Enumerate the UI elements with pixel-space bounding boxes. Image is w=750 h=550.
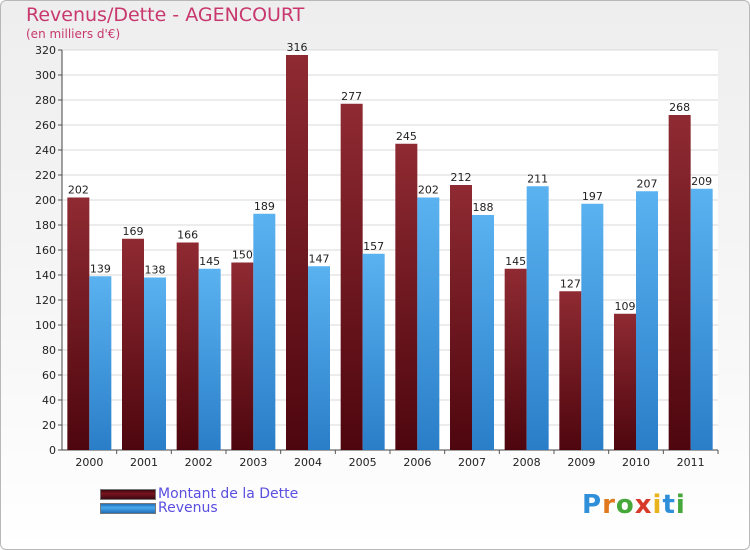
bar-debt — [668, 115, 691, 450]
y-tick-label: 180 — [35, 219, 56, 232]
y-tick-label: 80 — [42, 344, 56, 357]
bar-debt — [614, 313, 636, 450]
data-label-revenue: 209 — [691, 175, 712, 188]
data-label-debt: 109 — [615, 300, 636, 313]
data-label-revenue: 197 — [582, 190, 603, 203]
proxiti-logo: Proxiti — [582, 490, 686, 520]
bar-revenue — [198, 268, 221, 450]
x-tick-label: 2003 — [239, 456, 267, 469]
bar-debt — [559, 291, 582, 450]
y-tick-label: 100 — [35, 319, 56, 332]
data-label-debt: 245 — [396, 130, 417, 143]
data-label-debt: 166 — [177, 229, 198, 242]
bar-revenue — [472, 215, 494, 450]
data-label-revenue: 157 — [363, 240, 384, 253]
y-tick-label: 300 — [35, 69, 56, 82]
x-tick-label: 2009 — [567, 456, 595, 469]
bar-revenue — [581, 203, 604, 450]
data-label-revenue: 147 — [309, 252, 330, 265]
legend-label-debt: Montant de la Dette — [158, 486, 299, 502]
data-label-debt: 212 — [451, 171, 472, 184]
data-label-debt: 277 — [341, 90, 362, 103]
bar-debt — [67, 197, 90, 450]
bar-revenue — [89, 276, 112, 450]
bar-debt — [176, 242, 199, 450]
y-tick-label: 220 — [35, 169, 56, 182]
y-tick-label: 260 — [35, 119, 56, 132]
y-tick-label: 320 — [35, 44, 56, 57]
chart-title: Revenus/Dette - AGENCOURT — [26, 4, 305, 26]
data-label-revenue: 145 — [199, 255, 220, 268]
data-label-revenue: 188 — [473, 201, 494, 214]
legend-label-revenue: Revenus — [158, 500, 218, 516]
data-label-debt: 127 — [560, 277, 581, 290]
y-tick-label: 60 — [42, 369, 56, 382]
y-tick-label: 0 — [49, 444, 56, 457]
y-tick-label: 20 — [42, 419, 56, 432]
x-tick-label: 2007 — [458, 456, 486, 469]
x-tick-label: 2002 — [185, 456, 213, 469]
y-tick-label: 140 — [35, 269, 56, 282]
data-label-revenue: 211 — [527, 172, 548, 185]
logo-letter: t — [662, 490, 676, 520]
logo-letter: i — [675, 490, 686, 520]
legend-swatch-revenue — [100, 502, 156, 514]
logo-letter: r — [602, 490, 616, 520]
data-label-revenue: 189 — [254, 200, 275, 213]
data-label-revenue: 139 — [90, 262, 111, 275]
logo-letter: P — [582, 490, 603, 520]
x-tick-label: 2008 — [513, 456, 541, 469]
data-label-debt: 268 — [669, 101, 690, 114]
legend-item-debt: Montant de la Dette — [100, 486, 298, 502]
y-tick-label: 240 — [35, 144, 56, 157]
data-label-debt: 316 — [287, 41, 308, 54]
bar-debt — [450, 185, 472, 450]
data-label-debt: 145 — [505, 255, 526, 268]
bar-revenue — [526, 186, 549, 450]
x-tick-label: 2000 — [75, 456, 103, 469]
x-tick-label: 2005 — [349, 456, 377, 469]
logo-letter: x — [634, 490, 653, 520]
bar-revenue — [417, 197, 440, 450]
data-label-revenue: 202 — [418, 184, 439, 197]
bar-debt — [504, 268, 527, 450]
legend-item-revenue: Revenus — [100, 500, 218, 516]
x-tick-label: 2006 — [403, 456, 431, 469]
bar-revenue — [308, 266, 330, 450]
data-label-debt: 169 — [123, 225, 144, 238]
bar-revenue — [690, 188, 713, 450]
bar-debt — [286, 55, 308, 450]
bar-debt — [395, 143, 418, 450]
bar-revenue — [362, 253, 385, 450]
y-tick-label: 200 — [35, 194, 56, 207]
legend-swatch-debt — [100, 488, 156, 500]
data-label-debt: 202 — [68, 184, 89, 197]
x-tick-label: 2010 — [622, 456, 650, 469]
bar-revenue — [144, 277, 166, 450]
data-label-revenue: 207 — [637, 177, 658, 190]
x-tick-label: 2001 — [130, 456, 158, 469]
logo-letter: i — [652, 490, 663, 520]
chart-subtitle: (en milliers d'€) — [26, 27, 121, 41]
bar-debt — [231, 262, 254, 450]
bar-debt — [340, 103, 363, 450]
data-label-revenue: 138 — [145, 264, 166, 277]
x-tick-label: 2011 — [677, 456, 705, 469]
data-label-debt: 150 — [232, 249, 253, 262]
logo-letter: o — [615, 490, 635, 520]
bar-revenue — [253, 213, 276, 450]
y-tick-label: 160 — [35, 244, 56, 257]
bar-debt — [122, 238, 144, 450]
y-tick-label: 280 — [35, 94, 56, 107]
y-tick-label: 120 — [35, 294, 56, 307]
x-tick-label: 2004 — [294, 456, 322, 469]
y-tick-label: 40 — [42, 394, 56, 407]
bar-revenue — [636, 191, 658, 450]
